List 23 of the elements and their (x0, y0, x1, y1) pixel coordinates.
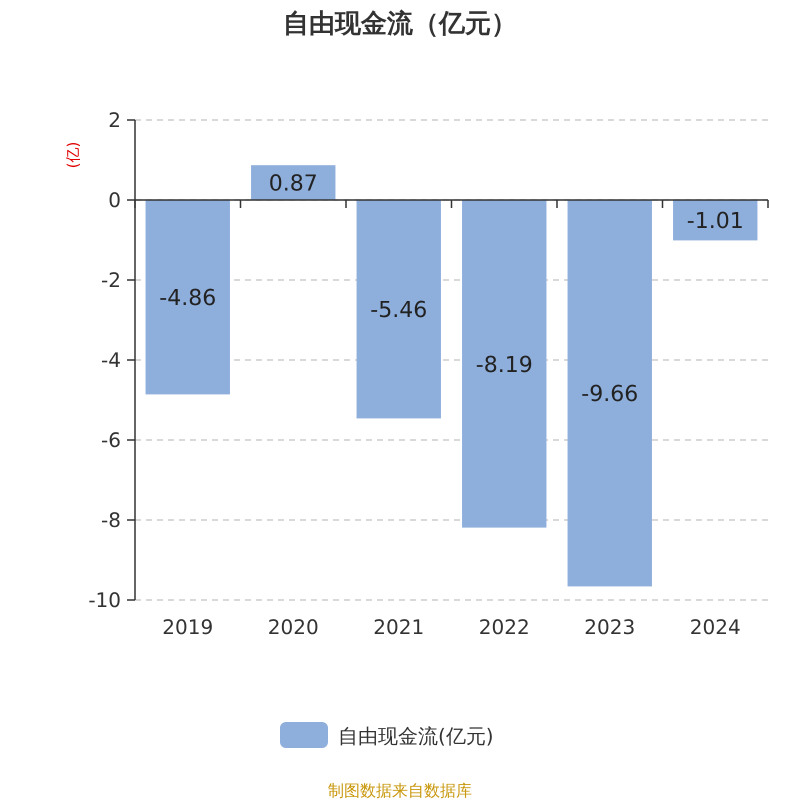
y-tick-label: -6 (101, 428, 121, 452)
y-tick-label: 2 (108, 108, 121, 132)
data-label: -1.01 (686, 209, 744, 234)
x-tick-label: 2024 (690, 615, 741, 639)
text: 制图数据来自数据库 (328, 781, 472, 800)
x-tick-label: 2019 (162, 615, 214, 639)
y-tick-label: -4 (101, 348, 121, 372)
x-tick-label: 2020 (268, 615, 319, 639)
x-tick-label: 2021 (373, 615, 424, 639)
x-tick-label: 2022 (478, 615, 530, 639)
y-tick-label: 0 (108, 188, 121, 212)
y-tick-label: -8 (101, 508, 121, 532)
legend-label: 自由现金流(亿元) (338, 724, 494, 748)
y-axis-title: (亿) (64, 142, 82, 168)
data-label: 0.87 (268, 172, 318, 197)
data-label: -4.86 (159, 286, 216, 312)
data-label: -9.66 (581, 382, 638, 408)
data-label: -5.46 (370, 298, 428, 324)
y-tick-label: -10 (88, 588, 121, 612)
y-tick-label: -2 (101, 268, 121, 292)
data-label: -8.19 (476, 352, 533, 378)
x-tick-label: 2023 (584, 615, 636, 639)
chart-title: 自由现金流（亿元） (283, 9, 517, 39)
